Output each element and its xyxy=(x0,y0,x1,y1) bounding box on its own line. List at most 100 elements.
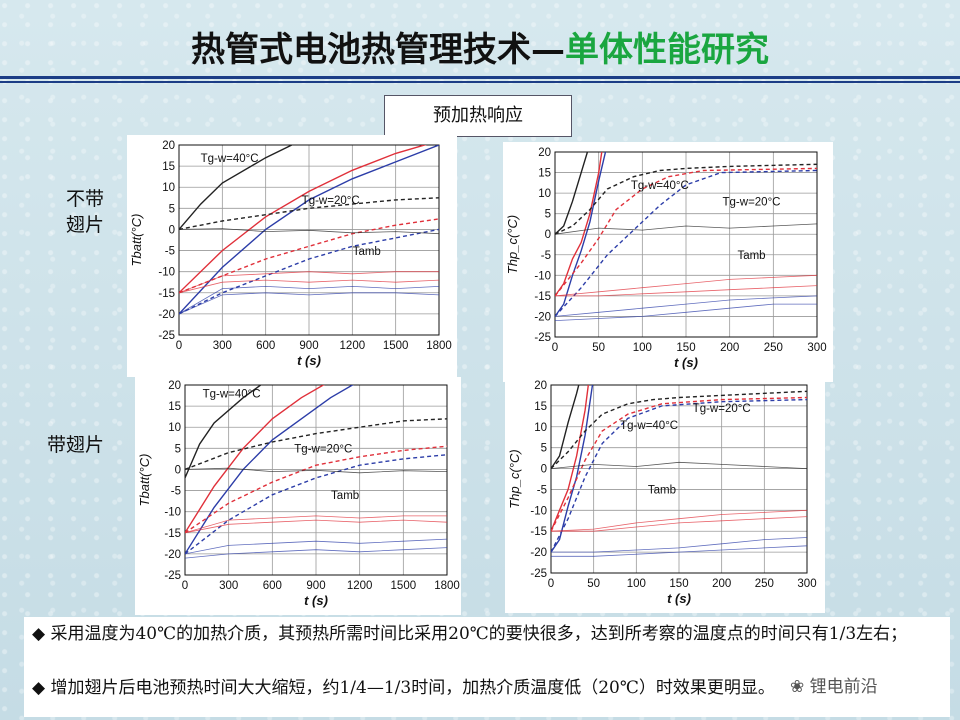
chart-panel-c: 0 300 600 900 1200 1500 1800 -25 -20 -15 -10 -5 0 5 10… xyxy=(135,377,461,615)
note-2: ◆ 增加翅片后电池预热时间大大缩短，约1/4—1/3时间，加热介质温度低（20℃… xyxy=(32,678,775,698)
title-sub: 单体性能研究 xyxy=(565,30,769,70)
y-tick-label: 15 xyxy=(538,168,551,180)
y-tick-label: 15 xyxy=(534,401,547,413)
title-rule-thick xyxy=(0,76,960,79)
series-line-red-dashed xyxy=(179,218,439,294)
y-tick-label: 20 xyxy=(162,140,175,152)
series-line-blue-dashed xyxy=(551,398,807,553)
annotation-label: Tg-w=20°C xyxy=(723,196,781,208)
x-tick-label: 100 xyxy=(633,342,652,354)
series-line-blue-ambient xyxy=(551,545,807,557)
annotation-label: Tamb xyxy=(331,490,359,502)
series-line-blue-ambient xyxy=(555,295,817,317)
y-tick-label: -15 xyxy=(164,528,181,540)
y-axis-label: Thp_c(°C) xyxy=(507,449,522,508)
series-line-blue-ambient xyxy=(179,285,439,315)
series-line-black-dashed xyxy=(551,390,807,470)
x-tick-label: 200 xyxy=(720,342,739,354)
chart-b: 0 50 100 150 200 250 300 -25 -20 -15 -10 -5 0 5 10 15 20… xyxy=(505,147,827,370)
series-line-black xyxy=(555,152,589,235)
series-line-red-ambient xyxy=(185,515,447,534)
title-dash: — xyxy=(531,30,565,70)
y-tick-label: 15 xyxy=(162,161,175,173)
title-main: 热管式电池热管理技术 xyxy=(191,30,531,70)
series-group xyxy=(555,152,817,321)
annotation-label: Tamb xyxy=(648,485,676,497)
x-tick-label: 300 xyxy=(807,342,826,354)
y-tick-label: -15 xyxy=(534,291,551,303)
x-tick-label: 150 xyxy=(669,578,688,590)
y-tick-label: 20 xyxy=(538,147,551,159)
y-tick-label: 20 xyxy=(534,380,547,392)
x-tick-label: 600 xyxy=(263,580,282,592)
annotation-label: Tg-w=40°C xyxy=(620,420,678,432)
y-tick-label: 10 xyxy=(538,188,551,200)
y-axis-label: Tbatt(°C) xyxy=(137,454,152,507)
y-tick-label: 0 xyxy=(169,224,175,236)
series-line-red xyxy=(179,145,428,294)
watermark: ❀ 锂电前沿 xyxy=(790,672,878,697)
series-line-red-dashed xyxy=(551,396,807,532)
y-tick-label: 10 xyxy=(534,422,547,434)
series-line-red xyxy=(551,385,590,532)
y-tick-label: -25 xyxy=(158,330,175,342)
annotation-label: Tg-w=20°C xyxy=(294,444,352,456)
x-tick-label: 1200 xyxy=(340,340,366,352)
y-tick-label: -5 xyxy=(171,486,181,498)
watermark-text: 锂电前沿 xyxy=(809,677,878,697)
x-tick-label: 1500 xyxy=(383,340,409,352)
x-tick-label: 50 xyxy=(592,342,605,354)
y-tick-label: -10 xyxy=(530,505,547,517)
y-tick-label: 15 xyxy=(168,401,181,413)
annotation-label: Tg-w=20°C xyxy=(693,403,751,415)
series-line-black-dashed xyxy=(179,197,439,231)
series-line-blue-dashed xyxy=(555,169,817,317)
y-axis-label: Tbatt(°C) xyxy=(129,214,144,267)
series-line-black-ambient xyxy=(555,223,817,235)
series-line-black-dashed xyxy=(555,163,817,235)
chart-c: 0 300 600 900 1200 1500 1800 -25 -20 -15 -10 -5 0 5 10… xyxy=(137,380,460,608)
y-tick-label: -25 xyxy=(530,568,547,580)
x-tick-label: 1800 xyxy=(426,340,452,352)
y-tick-label: -25 xyxy=(164,570,181,582)
plot-frame xyxy=(550,384,808,574)
x-tick-label: 900 xyxy=(306,580,325,592)
section-badge: 预加热响应 xyxy=(384,95,572,137)
series-line-red-dashed xyxy=(185,445,447,534)
wechat-icon: ❀ xyxy=(790,677,805,697)
x-tick-label: 200 xyxy=(712,578,731,590)
x-tick-label: 50 xyxy=(587,578,600,590)
x-tick-label: 250 xyxy=(764,342,783,354)
series-line-blue-ambient xyxy=(551,537,807,553)
x-axis-label: t (s) xyxy=(667,591,691,606)
annotation-label: Tamb xyxy=(353,246,381,258)
series-line-black xyxy=(185,385,262,479)
series-line-blue xyxy=(179,145,439,315)
series-line-red-ambient xyxy=(179,279,439,294)
chart-d: 0 50 100 150 200 250 300 -25 -20 -15 -10 -5 0 5 10 15 20… xyxy=(507,380,817,606)
title-rule-thin xyxy=(0,81,960,83)
series-line-blue-ambient xyxy=(179,292,439,315)
y-tick-label: 5 xyxy=(545,209,551,221)
x-tick-label: 0 xyxy=(548,578,554,590)
notes-box: ◆ 采用温度为40℃的加热介质，其预热所需时间比采用20℃的要快很多，达到所考察… xyxy=(24,617,950,717)
y-tick-label: -20 xyxy=(530,547,547,559)
series-line-red xyxy=(555,152,603,297)
y-tick-label: 5 xyxy=(169,203,175,215)
series-line-red-ambient xyxy=(179,271,439,294)
series-line-red-ambient xyxy=(185,519,447,534)
series-line-red-ambient xyxy=(555,285,817,297)
series-line-red-ambient xyxy=(551,516,807,532)
x-tick-label: 300 xyxy=(797,578,816,590)
series-line-red-dashed xyxy=(555,167,817,297)
series-line-blue-ambient xyxy=(185,547,447,559)
x-tick-label: 1200 xyxy=(347,580,373,592)
x-tick-label: 300 xyxy=(213,340,232,352)
x-tick-label: 0 xyxy=(176,340,182,352)
slide-title: 热管式电池热管理技术—单体性能研究 xyxy=(0,22,960,71)
annotation-label: Tamb xyxy=(737,250,765,262)
y-tick-label: -10 xyxy=(164,507,181,519)
y-tick-label: -10 xyxy=(158,267,175,279)
series-line-blue xyxy=(185,385,354,555)
x-tick-label: 600 xyxy=(256,340,275,352)
